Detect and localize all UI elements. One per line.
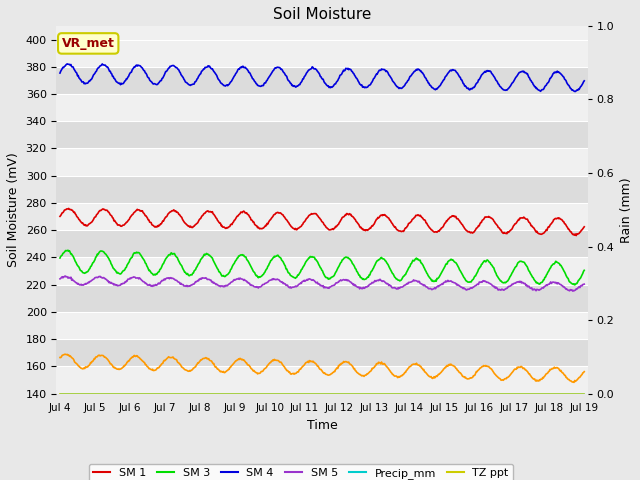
Bar — [56, 121, 588, 148]
X-axis label: Time: Time — [307, 419, 337, 432]
Title: Soil Moisture: Soil Moisture — [273, 7, 371, 22]
Bar — [56, 148, 588, 176]
Y-axis label: Soil Moisture (mV): Soil Moisture (mV) — [7, 152, 20, 267]
Bar — [56, 285, 588, 312]
Bar — [56, 230, 588, 257]
Bar — [56, 39, 588, 67]
Legend: SM 1, SM 2, SM 3, SM 4, SM 5, Precip_mm, TZ ppt: SM 1, SM 2, SM 3, SM 4, SM 5, Precip_mm,… — [88, 464, 513, 480]
Y-axis label: Rain (mm): Rain (mm) — [620, 177, 633, 242]
Text: VR_met: VR_met — [62, 37, 115, 50]
Bar — [56, 312, 588, 339]
Bar — [56, 366, 588, 394]
Bar — [56, 203, 588, 230]
Bar — [56, 339, 588, 366]
Bar — [56, 94, 588, 121]
Bar — [56, 67, 588, 94]
Bar — [56, 176, 588, 203]
Bar — [56, 257, 588, 285]
